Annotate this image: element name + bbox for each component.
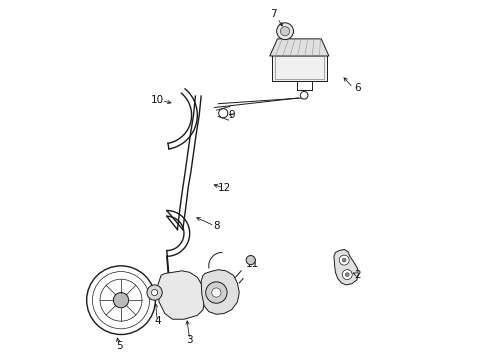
Text: 10: 10 [151,95,164,105]
Text: 9: 9 [228,110,235,120]
Circle shape [300,91,308,99]
Circle shape [277,23,294,40]
Bar [275,56,324,79]
Polygon shape [201,270,239,314]
Circle shape [339,255,349,265]
Text: 5: 5 [116,341,122,351]
Polygon shape [157,271,205,319]
Text: 4: 4 [154,316,161,326]
Text: 2: 2 [354,270,361,280]
Text: 6: 6 [354,84,361,94]
Text: 1: 1 [220,305,227,315]
Text: 12: 12 [218,183,231,193]
Text: 8: 8 [213,221,220,231]
Circle shape [147,285,162,300]
Circle shape [206,282,227,303]
Circle shape [151,289,158,296]
Circle shape [113,293,129,308]
Text: 3: 3 [186,335,193,345]
Polygon shape [272,54,327,81]
Circle shape [343,258,346,262]
Circle shape [212,288,221,297]
Polygon shape [270,39,329,56]
Circle shape [280,27,290,36]
Circle shape [219,109,228,118]
Circle shape [87,266,155,334]
Circle shape [345,273,349,276]
Circle shape [343,270,352,280]
Text: 7: 7 [270,9,277,19]
Circle shape [246,256,255,265]
Polygon shape [334,249,358,285]
Text: 11: 11 [246,259,259,269]
